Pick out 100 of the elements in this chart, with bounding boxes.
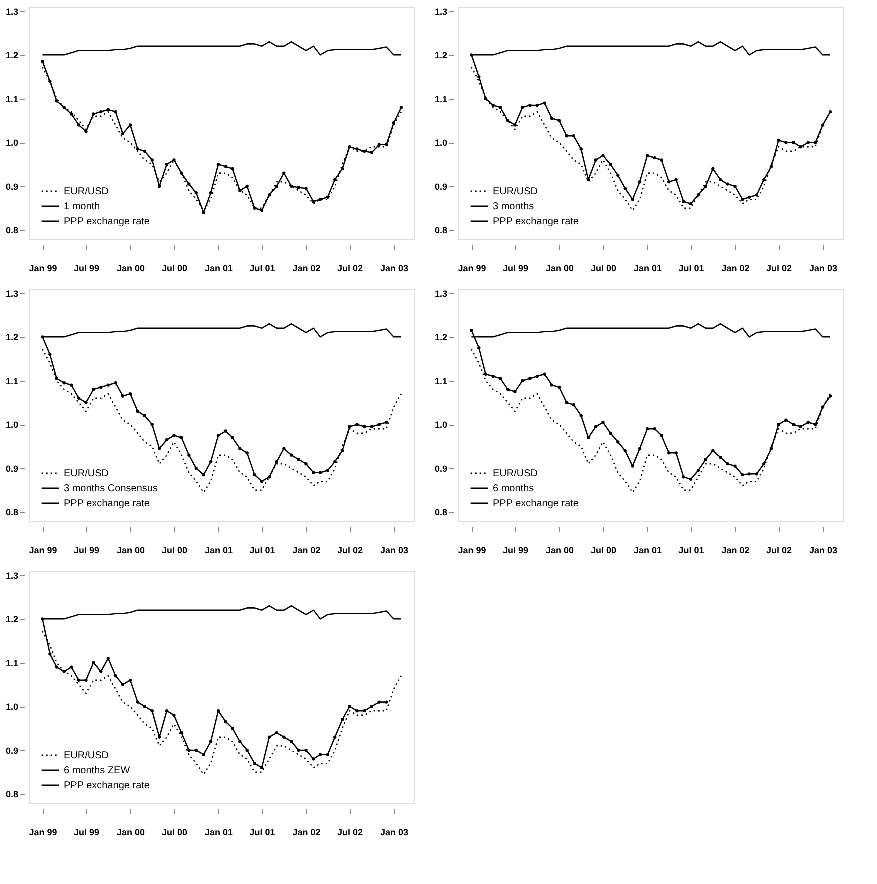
- point: [282, 172, 286, 175]
- x-tick-label: Jul 00: [162, 546, 188, 556]
- point: [312, 200, 316, 204]
- point: [674, 178, 678, 182]
- point: [55, 100, 58, 103]
- point: [770, 165, 774, 168]
- point: [224, 430, 228, 433]
- point: [356, 710, 359, 713]
- point: [150, 158, 154, 162]
- point: [246, 184, 249, 188]
- point: [696, 194, 700, 197]
- x-tick-label: Jan 99: [29, 828, 58, 838]
- point: [741, 198, 744, 202]
- x-tick-label: Jan 02: [722, 264, 750, 274]
- y-tick-label: 0.8: [6, 508, 18, 518]
- y-tick-label: 1.1: [434, 376, 448, 386]
- point: [536, 104, 539, 108]
- point: [558, 386, 562, 390]
- point: [385, 143, 388, 146]
- point: [370, 151, 374, 154]
- point: [799, 425, 802, 428]
- point: [41, 60, 44, 64]
- point: [106, 384, 110, 387]
- y-tick-label: 0.8: [6, 790, 18, 800]
- point: [121, 132, 125, 136]
- point: [121, 394, 125, 398]
- point: [246, 452, 249, 455]
- x-tick-label: Jul 02: [338, 828, 364, 838]
- point: [128, 124, 132, 127]
- x-tick-label: Jan 03: [380, 828, 409, 838]
- point: [478, 75, 481, 79]
- point: [521, 379, 524, 382]
- point: [792, 423, 796, 426]
- point: [77, 396, 81, 400]
- point: [275, 460, 279, 464]
- y-tick-label: 1.3: [434, 6, 448, 17]
- point: [565, 134, 569, 138]
- point: [696, 469, 700, 472]
- point: [348, 705, 352, 708]
- y-tick-label: 1.2: [6, 332, 18, 343]
- point: [719, 178, 722, 182]
- point: [84, 401, 88, 404]
- point: [260, 480, 264, 484]
- point: [784, 141, 788, 144]
- point: [484, 372, 488, 376]
- point: [348, 425, 352, 428]
- y-tick-label: 1.1: [6, 376, 18, 386]
- point: [231, 727, 234, 730]
- x-tick-label: Jul 01: [678, 546, 704, 556]
- point: [602, 420, 605, 424]
- point: [341, 449, 344, 453]
- point: [194, 748, 198, 752]
- point: [704, 184, 708, 188]
- point: [194, 466, 198, 470]
- point: [624, 449, 627, 453]
- point: [602, 154, 605, 158]
- point: [653, 156, 657, 160]
- y-tick-label: 1.2: [6, 50, 18, 61]
- point: [762, 178, 766, 182]
- point: [92, 388, 96, 392]
- y-tick-label: 1.0: [434, 138, 448, 148]
- point: [755, 472, 758, 476]
- legend-label: PPP exchange rate: [64, 498, 150, 510]
- point: [572, 134, 576, 138]
- point: [260, 208, 264, 212]
- point: [378, 700, 381, 704]
- point: [165, 710, 169, 713]
- y-tick-label: 1.0: [434, 420, 448, 430]
- point: [609, 432, 612, 436]
- point: [762, 462, 766, 466]
- x-tick-label: Jan 00: [116, 264, 145, 274]
- y-tick-label: 1.0: [6, 138, 18, 148]
- point: [550, 384, 554, 387]
- x-tick-label: Jan 00: [116, 828, 145, 838]
- x-tick-label: Jan 99: [458, 264, 486, 274]
- point: [143, 150, 146, 154]
- x-tick-label: Jan 02: [292, 546, 321, 556]
- point: [514, 124, 517, 127]
- line-series: [42, 41, 402, 56]
- point: [312, 471, 316, 474]
- point: [777, 423, 780, 426]
- point: [172, 714, 176, 718]
- point: [784, 418, 788, 422]
- point: [470, 329, 474, 332]
- point: [334, 178, 337, 182]
- point: [565, 401, 569, 404]
- x-tick-label: Jan 03: [380, 546, 409, 556]
- point: [268, 194, 272, 197]
- point: [290, 454, 294, 457]
- point: [209, 191, 213, 195]
- point: [128, 392, 132, 396]
- point: [106, 656, 110, 660]
- point: [238, 189, 242, 192]
- y-tick-label: 1.3: [6, 570, 18, 581]
- point: [231, 436, 234, 440]
- point: [770, 447, 774, 450]
- point: [660, 158, 664, 162]
- point: [326, 469, 330, 472]
- x-tick-label: Jan 03: [810, 264, 838, 274]
- x-tick-label: Jul 99: [502, 546, 528, 556]
